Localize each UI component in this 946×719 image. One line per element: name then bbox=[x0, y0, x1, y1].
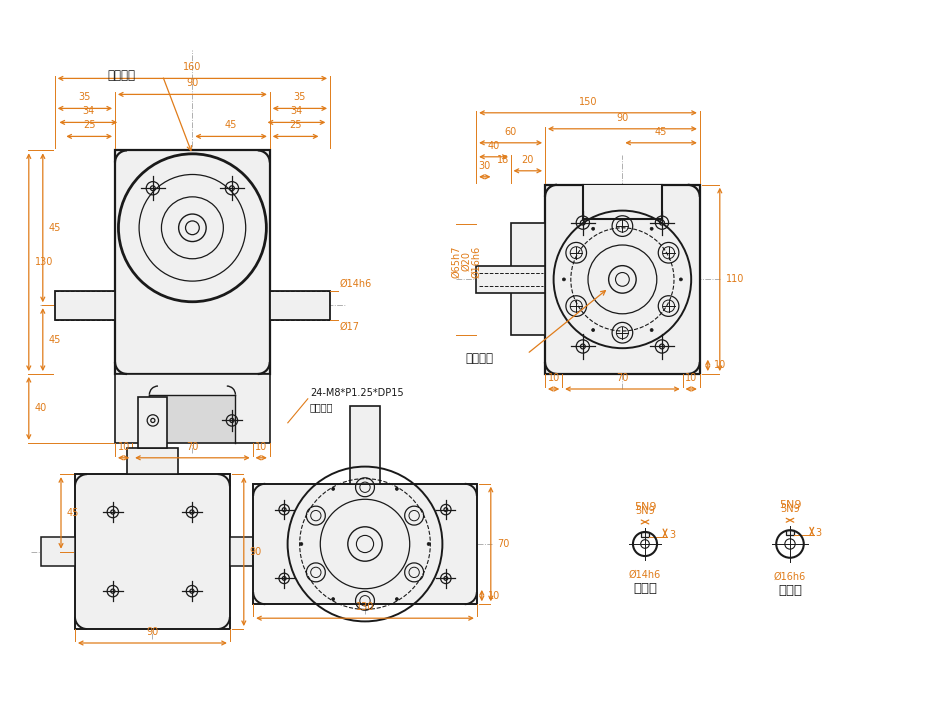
Text: 25: 25 bbox=[289, 120, 302, 130]
Circle shape bbox=[332, 487, 335, 490]
Bar bbox=[476, 265, 545, 293]
Text: 150: 150 bbox=[579, 97, 597, 107]
Text: Ø17: Ø17 bbox=[340, 322, 360, 332]
Bar bbox=[149, 395, 236, 441]
Text: Ø65h7: Ø65h7 bbox=[451, 245, 462, 278]
Bar bbox=[254, 484, 477, 604]
Text: 70: 70 bbox=[616, 373, 628, 383]
Text: 40: 40 bbox=[487, 141, 499, 151]
Text: 40: 40 bbox=[35, 403, 47, 413]
Text: 5N9: 5N9 bbox=[779, 500, 801, 510]
Circle shape bbox=[563, 278, 566, 281]
Text: 10: 10 bbox=[255, 441, 268, 452]
Circle shape bbox=[650, 227, 653, 230]
Text: 20: 20 bbox=[521, 155, 534, 165]
Text: 34: 34 bbox=[290, 106, 303, 116]
Circle shape bbox=[650, 329, 653, 331]
Text: 110: 110 bbox=[726, 275, 745, 285]
Bar bbox=[115, 374, 270, 443]
Text: 25: 25 bbox=[83, 120, 96, 130]
Bar bbox=[230, 537, 264, 567]
Text: 70: 70 bbox=[186, 441, 199, 452]
Text: 45: 45 bbox=[225, 120, 237, 130]
Bar bbox=[41, 537, 75, 567]
Text: 3: 3 bbox=[815, 528, 822, 538]
Bar bbox=[270, 290, 330, 320]
Text: 90: 90 bbox=[186, 78, 199, 88]
Text: 10: 10 bbox=[117, 441, 130, 452]
Text: 18: 18 bbox=[498, 155, 510, 165]
Text: 35: 35 bbox=[79, 93, 91, 102]
Text: 停止位置: 停止位置 bbox=[108, 69, 135, 82]
Text: Ø16h6: Ø16h6 bbox=[471, 245, 482, 278]
Text: 130: 130 bbox=[356, 603, 375, 612]
Circle shape bbox=[428, 543, 430, 546]
Text: Ø20: Ø20 bbox=[462, 252, 471, 271]
Bar bbox=[55, 290, 115, 320]
Text: 35: 35 bbox=[293, 93, 307, 102]
Bar bbox=[545, 185, 700, 374]
Bar bbox=[75, 475, 230, 629]
Bar bbox=[511, 224, 545, 335]
Text: 起動位置: 起動位置 bbox=[465, 352, 493, 365]
Text: 160: 160 bbox=[184, 63, 201, 73]
Text: 90: 90 bbox=[250, 546, 262, 557]
Text: 5N9: 5N9 bbox=[635, 506, 655, 516]
Text: 90: 90 bbox=[147, 627, 159, 637]
Text: 30: 30 bbox=[479, 161, 491, 171]
Text: 10: 10 bbox=[548, 373, 560, 383]
Text: 3: 3 bbox=[669, 529, 675, 539]
Text: 5N9: 5N9 bbox=[780, 504, 800, 514]
Circle shape bbox=[679, 278, 682, 281]
Text: 5N9: 5N9 bbox=[634, 502, 657, 512]
Text: 45: 45 bbox=[49, 223, 61, 233]
Text: 24-M8*P1.25*DP15: 24-M8*P1.25*DP15 bbox=[309, 388, 403, 398]
Text: 六面攻牙: 六面攻牙 bbox=[309, 402, 333, 412]
Circle shape bbox=[395, 597, 398, 600]
Bar bbox=[115, 150, 270, 374]
Text: 45: 45 bbox=[655, 127, 667, 137]
Bar bbox=[583, 185, 662, 219]
Bar bbox=[640, 532, 649, 537]
Bar bbox=[350, 406, 379, 484]
Text: 90: 90 bbox=[616, 113, 628, 123]
Circle shape bbox=[591, 329, 595, 331]
Text: Ø16h6: Ø16h6 bbox=[774, 572, 806, 582]
Bar bbox=[127, 449, 178, 475]
Text: 34: 34 bbox=[82, 106, 95, 116]
Bar bbox=[786, 530, 795, 536]
Text: 出力軸: 出力軸 bbox=[778, 584, 802, 597]
Text: 70: 70 bbox=[497, 539, 509, 549]
Bar bbox=[138, 397, 167, 449]
Text: 10: 10 bbox=[714, 360, 726, 370]
Text: 入力軸: 入力軸 bbox=[633, 582, 657, 595]
Text: Ø14h6: Ø14h6 bbox=[629, 570, 661, 580]
Circle shape bbox=[332, 597, 335, 600]
Text: Ø14h6: Ø14h6 bbox=[340, 278, 372, 288]
Text: 45: 45 bbox=[67, 508, 79, 518]
Circle shape bbox=[300, 543, 303, 546]
Text: 10: 10 bbox=[685, 373, 697, 383]
Text: 60: 60 bbox=[504, 127, 517, 137]
Text: 10: 10 bbox=[488, 590, 500, 600]
Circle shape bbox=[591, 227, 595, 230]
Circle shape bbox=[395, 487, 398, 490]
Text: 130: 130 bbox=[35, 257, 53, 267]
Text: 45: 45 bbox=[49, 334, 61, 344]
